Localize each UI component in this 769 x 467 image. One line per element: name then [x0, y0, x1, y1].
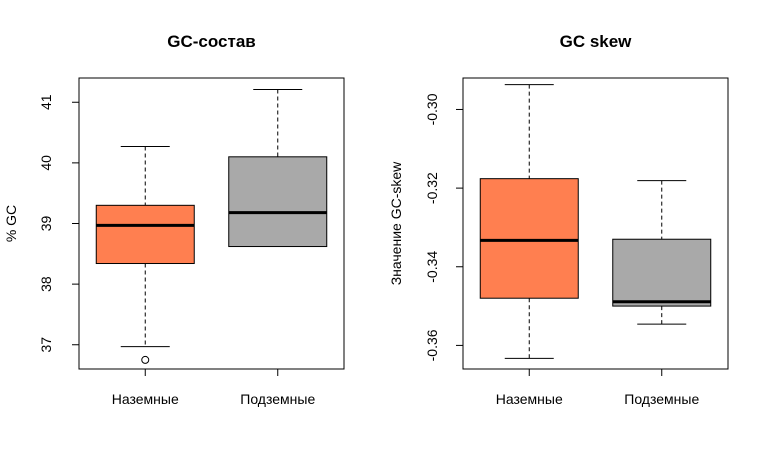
box-body [479, 178, 579, 299]
box-2 [612, 180, 712, 325]
box-body [95, 204, 195, 265]
y-tick-label: 41 [38, 94, 54, 110]
plot-frame [462, 77, 729, 370]
y-tick-label: 39 [38, 216, 54, 232]
y-tick-label: -0.32 [424, 172, 440, 204]
chart-panel-1: GC-состав 37 38 39 40 41 % GC Наземные Подземные [3, 32, 345, 407]
y-tick-label: 37 [38, 337, 54, 353]
box-body [228, 156, 328, 248]
y-tick-label: 40 [38, 155, 54, 171]
x-tick-label: Подземные [624, 391, 699, 407]
y-tick-label: 38 [38, 276, 54, 292]
x-tick-label: Наземные [496, 391, 563, 407]
outlier-point [141, 355, 150, 364]
y-tick-label: -0.36 [424, 329, 440, 361]
box-1 [479, 84, 579, 359]
y-axis-label: % GC [3, 205, 19, 242]
y-axis-label: Значение GC-skew [388, 161, 404, 285]
chart-title: GC skew [560, 32, 633, 51]
box-body [612, 238, 712, 307]
chart-panel-2: GC skew -0.36 -0.34 -0.32 -0.30 Значение GC-s… [388, 32, 729, 407]
x-tick-label: Наземные [112, 391, 179, 407]
y-tick-label: -0.30 [424, 93, 440, 125]
y-tick-label: -0.34 [424, 251, 440, 283]
x-tick-label: Подземные [240, 391, 315, 407]
box-2 [228, 89, 328, 248]
box-1 [95, 146, 195, 364]
chart-title: GC-состав [167, 32, 255, 51]
